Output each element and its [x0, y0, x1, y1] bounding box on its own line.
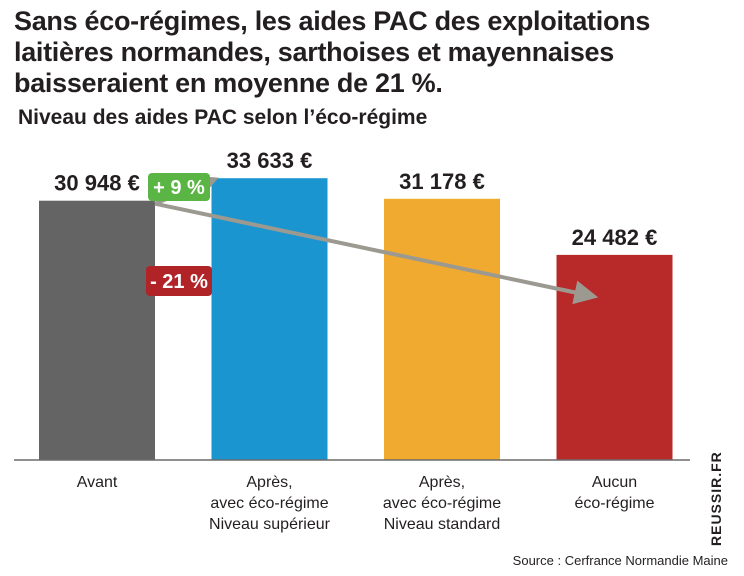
category-label-3-line-1: Après,: [419, 474, 465, 491]
category-label-3-line-3: Niveau standard: [384, 516, 501, 533]
title-line-2: laitières normandes, sarthoises et mayen…: [14, 37, 614, 67]
annotation-arrow-2: [154, 201, 599, 305]
bar-3: [384, 198, 500, 460]
value-label-3: 31 178 €: [399, 169, 485, 194]
credit-label: REUSSIR.FR: [708, 451, 724, 546]
chart-subtitle: Niveau des aides PAC selon l’éco-régime: [18, 106, 428, 129]
value-label-2: 33 633 €: [227, 148, 313, 173]
bar-2: [211, 178, 328, 460]
chart-title: Sans éco-régimes, les aides PAC des expl…: [14, 6, 714, 99]
annotation-label-1: + 9 %: [153, 177, 205, 199]
annotation-label-2: - 21 %: [150, 271, 208, 293]
annotation-badge-1: [148, 173, 210, 201]
category-label-2-line-2: avec éco-régime: [210, 495, 328, 512]
bar-4: [556, 254, 673, 460]
annotation-badge-2: [146, 266, 212, 296]
value-label-4: 24 482 €: [572, 225, 658, 250]
category-label-2-line-3: Niveau supérieur: [209, 516, 331, 533]
title-line-1: Sans éco-régimes, les aides PAC des expl…: [14, 6, 651, 36]
category-label-1-line-1: Avant: [77, 474, 118, 491]
category-label-4-line-2: éco-régime: [574, 495, 654, 512]
category-label-4-line-1: Aucun: [592, 474, 637, 491]
source-note: Source : Cerfrance Normandie Maine: [512, 553, 728, 568]
title-line-3: baisseraient en moyenne de 21 %.: [14, 68, 443, 98]
category-label-2-line-1: Après,: [246, 474, 292, 491]
bar-1: [39, 200, 155, 461]
value-label-1: 30 948 €: [54, 171, 140, 196]
category-label-3-line-2: avec éco-régime: [383, 495, 501, 512]
